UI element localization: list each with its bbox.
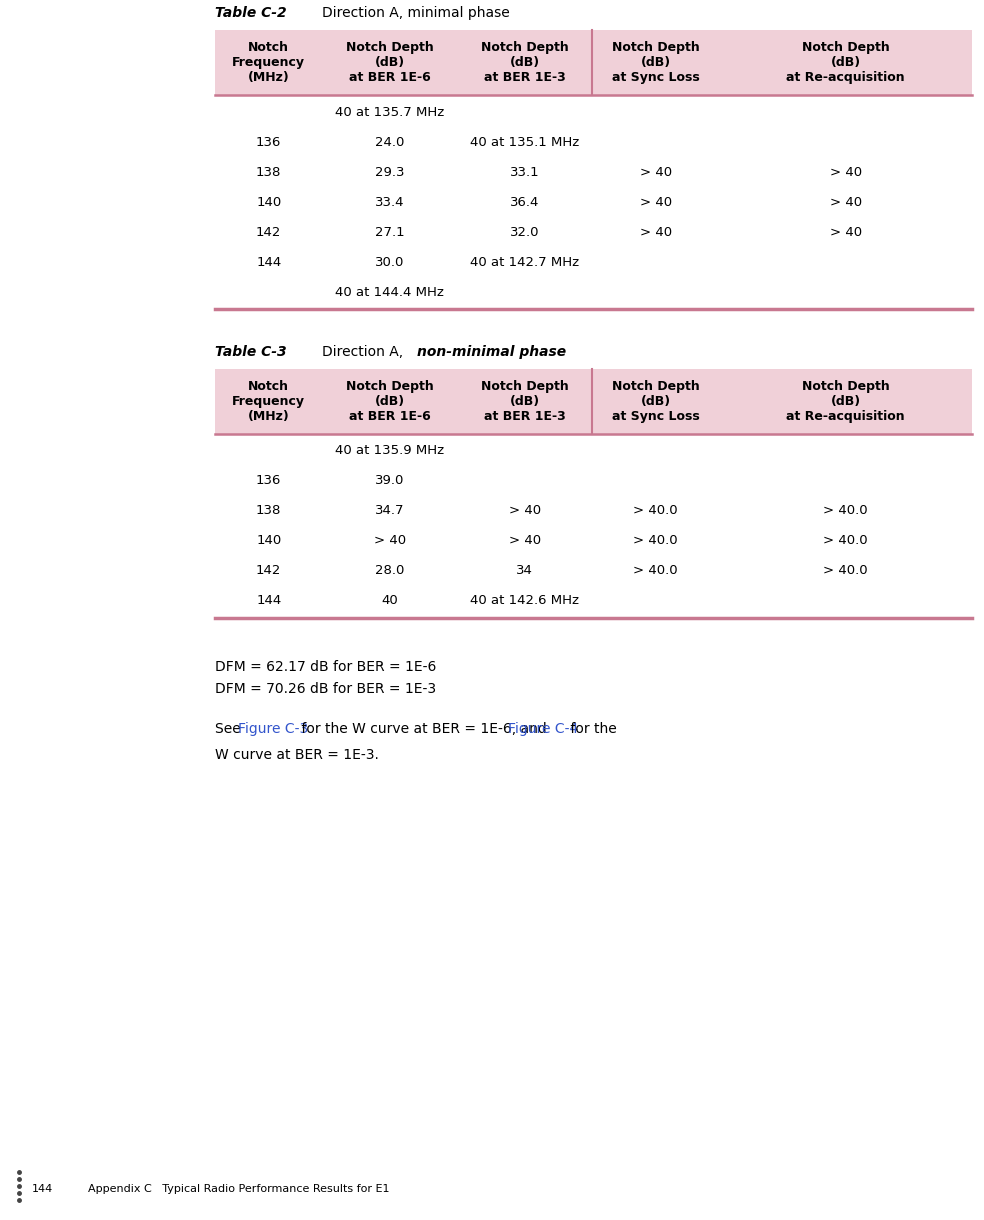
Text: 40 at 135.7 MHz: 40 at 135.7 MHz xyxy=(336,105,445,118)
Text: 34.7: 34.7 xyxy=(375,505,404,517)
Text: for the: for the xyxy=(566,722,617,736)
Text: > 40.0: > 40.0 xyxy=(824,505,868,517)
Text: 33.4: 33.4 xyxy=(375,195,404,209)
Text: 142: 142 xyxy=(256,226,281,238)
Text: > 40: > 40 xyxy=(509,505,540,517)
Text: > 40: > 40 xyxy=(830,195,862,209)
Text: Notch Depth
(dB)
at BER 1E-6: Notch Depth (dB) at BER 1E-6 xyxy=(346,41,434,84)
Text: 138: 138 xyxy=(256,166,281,178)
Text: Appendix C   Typical Radio Performance Results for E1: Appendix C Typical Radio Performance Res… xyxy=(88,1183,390,1194)
Text: non-minimal phase: non-minimal phase xyxy=(417,345,566,359)
Text: Notch Depth
(dB)
at Re-acquisition: Notch Depth (dB) at Re-acquisition xyxy=(786,41,905,84)
Bar xyxy=(215,368,972,434)
Text: > 40: > 40 xyxy=(374,534,406,548)
Text: 136: 136 xyxy=(256,135,281,149)
Text: > 40: > 40 xyxy=(640,166,672,178)
Text: 39.0: 39.0 xyxy=(375,475,404,488)
Text: > 40: > 40 xyxy=(640,226,672,238)
Text: See: See xyxy=(215,722,245,736)
Text: Direction A, minimal phase: Direction A, minimal phase xyxy=(287,6,510,20)
Text: 144: 144 xyxy=(256,594,281,608)
Text: 140: 140 xyxy=(256,195,281,209)
Text: > 40: > 40 xyxy=(640,195,672,209)
Text: > 40: > 40 xyxy=(509,534,540,548)
Text: 29.3: 29.3 xyxy=(375,166,404,178)
Text: > 40.0: > 40.0 xyxy=(634,565,678,577)
Text: 40 at 135.1 MHz: 40 at 135.1 MHz xyxy=(470,135,580,149)
Text: 40 at 144.4 MHz: 40 at 144.4 MHz xyxy=(336,285,445,299)
Text: 30.0: 30.0 xyxy=(375,255,404,268)
Text: 142: 142 xyxy=(256,565,281,577)
Text: 28.0: 28.0 xyxy=(375,565,404,577)
Text: Notch Depth
(dB)
at Re-acquisition: Notch Depth (dB) at Re-acquisition xyxy=(786,379,905,423)
Text: 36.4: 36.4 xyxy=(510,195,539,209)
Text: 144: 144 xyxy=(256,255,281,268)
Text: > 40: > 40 xyxy=(830,166,862,178)
Text: 140: 140 xyxy=(256,534,281,548)
Text: Table C-3: Table C-3 xyxy=(215,345,286,359)
Text: DFM = 62.17 dB for BER = 1E-6: DFM = 62.17 dB for BER = 1E-6 xyxy=(215,660,436,673)
Text: > 40.0: > 40.0 xyxy=(634,505,678,517)
Bar xyxy=(215,30,972,95)
Text: Notch Depth
(dB)
at BER 1E-6: Notch Depth (dB) at BER 1E-6 xyxy=(346,379,434,423)
Text: 24.0: 24.0 xyxy=(375,135,404,149)
Text: > 40.0: > 40.0 xyxy=(824,565,868,577)
Text: Figure C-3: Figure C-3 xyxy=(238,722,309,736)
Text: 40 at 135.9 MHz: 40 at 135.9 MHz xyxy=(336,444,445,458)
Text: 27.1: 27.1 xyxy=(375,226,404,238)
Text: 34: 34 xyxy=(517,565,533,577)
Text: Figure C-4: Figure C-4 xyxy=(508,722,578,736)
Text: 136: 136 xyxy=(256,475,281,488)
Text: 138: 138 xyxy=(256,505,281,517)
Text: Notch Depth
(dB)
at Sync Loss: Notch Depth (dB) at Sync Loss xyxy=(612,379,700,423)
Text: DFM = 70.26 dB for BER = 1E-3: DFM = 70.26 dB for BER = 1E-3 xyxy=(215,682,436,695)
Text: 40 at 142.6 MHz: 40 at 142.6 MHz xyxy=(470,594,580,608)
Text: 144: 144 xyxy=(32,1183,53,1194)
Text: 33.1: 33.1 xyxy=(510,166,539,178)
Text: Notch
Frequency
(MHz): Notch Frequency (MHz) xyxy=(232,41,305,84)
Text: 40: 40 xyxy=(382,594,399,608)
Text: Notch Depth
(dB)
at BER 1E-3: Notch Depth (dB) at BER 1E-3 xyxy=(481,41,569,84)
Text: 32.0: 32.0 xyxy=(510,226,539,238)
Text: W curve at BER = 1E-3.: W curve at BER = 1E-3. xyxy=(215,748,379,762)
Text: Table C-2: Table C-2 xyxy=(215,6,286,20)
Text: > 40.0: > 40.0 xyxy=(824,534,868,548)
Text: Notch
Frequency
(MHz): Notch Frequency (MHz) xyxy=(232,379,305,423)
Text: Direction A,: Direction A, xyxy=(287,345,407,359)
Text: 40 at 142.7 MHz: 40 at 142.7 MHz xyxy=(470,255,580,268)
Text: for the W curve at BER = 1E-6, and: for the W curve at BER = 1E-6, and xyxy=(297,722,551,736)
Text: Notch Depth
(dB)
at Sync Loss: Notch Depth (dB) at Sync Loss xyxy=(612,41,700,84)
Text: > 40.0: > 40.0 xyxy=(634,534,678,548)
Text: Notch Depth
(dB)
at BER 1E-3: Notch Depth (dB) at BER 1E-3 xyxy=(481,379,569,423)
Text: > 40: > 40 xyxy=(830,226,862,238)
